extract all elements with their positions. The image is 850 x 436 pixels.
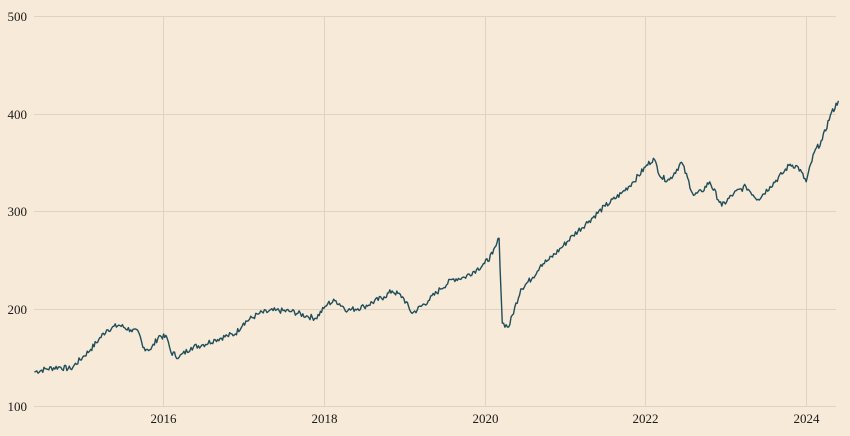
x-tick-label: 2018: [312, 411, 338, 426]
x-tick-label: 2020: [473, 411, 499, 426]
y-tick-label: 400: [8, 107, 28, 122]
y-tick-label: 500: [8, 9, 28, 24]
x-tick-label: 2024: [794, 411, 821, 426]
x-axis-labels: 2016 2018 2020 2022 2024: [151, 411, 821, 426]
x-tick-label: 2022: [633, 411, 659, 426]
y-tick-label: 300: [8, 204, 28, 219]
x-gridlines: [163, 16, 807, 406]
y-tick-label: 200: [8, 302, 28, 317]
x-tick-label: 2016: [151, 411, 178, 426]
index-line: [34, 100, 840, 374]
y-tick-label: 100: [8, 399, 28, 414]
y-gridlines: [34, 16, 836, 407]
y-axis-labels: 100 200 300 400 500: [8, 9, 28, 414]
